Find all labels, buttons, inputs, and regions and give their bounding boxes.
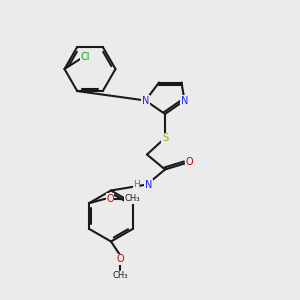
Text: N: N — [145, 179, 152, 190]
Text: H: H — [133, 180, 140, 189]
Text: S: S — [162, 133, 168, 143]
Text: CH₃: CH₃ — [112, 272, 128, 280]
Text: N: N — [181, 95, 188, 106]
Text: CH₃: CH₃ — [125, 194, 140, 203]
Text: O: O — [185, 157, 193, 167]
Text: Cl: Cl — [81, 52, 90, 62]
Text: O: O — [116, 254, 124, 265]
Text: N: N — [142, 95, 149, 106]
Text: O: O — [106, 194, 114, 204]
